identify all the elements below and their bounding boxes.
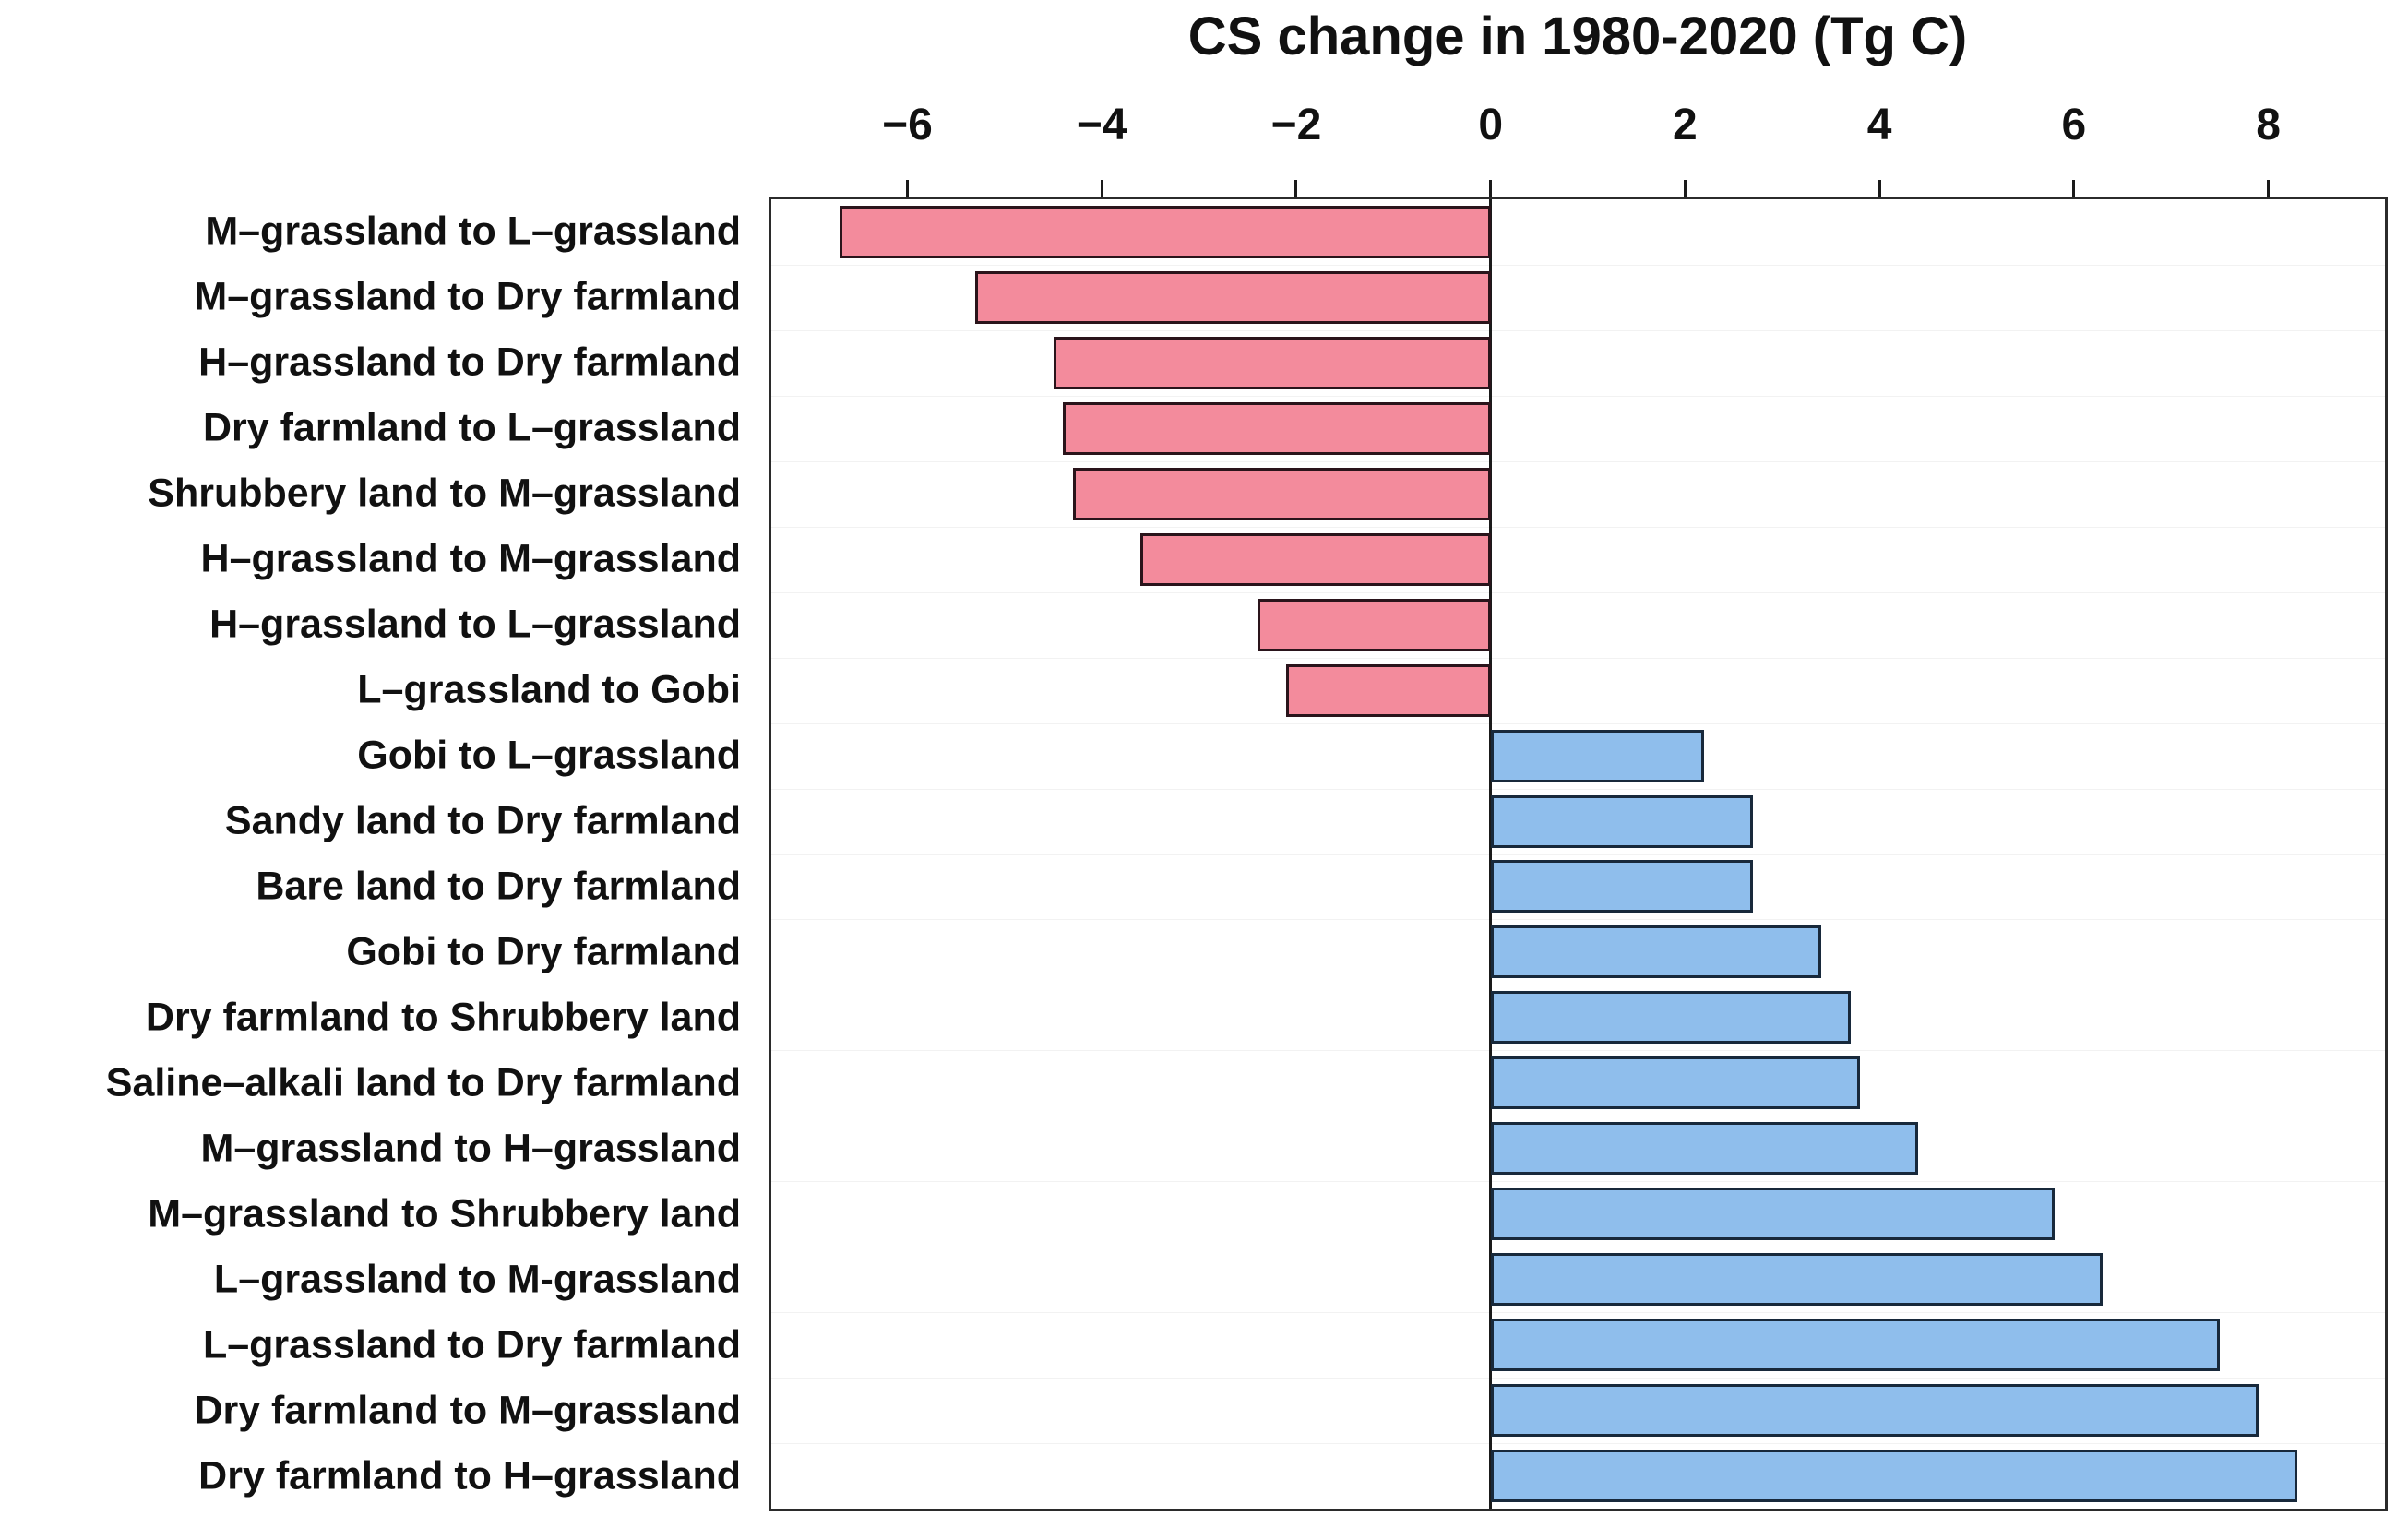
- category-label-h-grassland-to-dry-farmland: H–grassland to Dry farmland: [198, 340, 741, 385]
- bar-m-grassland-to-l-grassland: [839, 205, 1491, 258]
- category-label-dry-farmland-to-h-grassland: Dry farmland to H–grassland: [198, 1453, 741, 1498]
- gridline: [771, 1181, 2385, 1183]
- category-label-gobi-to-dry-farmland: Gobi to Dry farmland: [346, 929, 741, 974]
- gridline: [771, 919, 2385, 921]
- category-label-m-grassland-to-dry-farmland: M–grassland to Dry farmland: [194, 274, 741, 319]
- category-label-dry-farmland-to-shrubbery-land: Dry farmland to Shrubbery land: [145, 995, 741, 1040]
- category-label-l-grassland-to-gobi: L–grassland to Gobi: [357, 667, 741, 712]
- category-label-gobi-to-l-grassland: Gobi to L–grassland: [357, 733, 741, 778]
- gridline: [771, 657, 2385, 659]
- category-label-h-grassland-to-l-grassland: H–grassland to L–grassland: [209, 602, 741, 647]
- x-axis-tick-mark: [1489, 180, 1493, 197]
- category-axis-labels: M–grassland to L–grassland M–grassland to…: [0, 199, 741, 1509]
- gridline: [771, 395, 2385, 397]
- category-label-bare-land-to-dry-farmland: Bare land to Dry farmland: [256, 864, 741, 909]
- x-axis-tick-label: 2: [1673, 101, 1698, 149]
- bar-dry-farmland-to-h-grassland: [1490, 1450, 2298, 1503]
- chart-title: CS change in 1980-2020 (Tg C): [1187, 6, 1968, 66]
- category-label-shrubbery-land-to-m-grassland: Shrubbery land to M–grassland: [148, 471, 741, 516]
- bar-m-grassland-to-shrubbery-land: [1490, 1188, 2055, 1241]
- x-axis-tick-mark: [1878, 180, 1881, 197]
- x-axis-tick-label: 4: [1866, 101, 1892, 149]
- gridline: [771, 591, 2385, 593]
- gridline: [771, 1312, 2385, 1314]
- gridline: [771, 460, 2385, 462]
- gridline: [771, 526, 2385, 528]
- bar-h-grassland-to-dry-farmland: [1053, 336, 1491, 389]
- bar-saline-alkali-land-to-dry-farmland: [1490, 1056, 1861, 1110]
- x-axis-tick-mark: [2267, 180, 2271, 197]
- category-label-h-grassland-to-m-grassland: H–grassland to M–grassland: [200, 536, 741, 581]
- gridline: [771, 264, 2385, 266]
- gridline: [771, 329, 2385, 331]
- x-axis-tick-label: 0: [1478, 101, 1504, 149]
- category-label-dry-farmland-to-l-grassland: Dry farmland to L–grassland: [202, 405, 741, 450]
- x-axis-tick-label: 6: [2061, 101, 2087, 149]
- x-axis-tick-mark: [1294, 180, 1298, 197]
- bar-m-grassland-to-h-grassland: [1490, 1122, 1919, 1176]
- bar-gobi-to-dry-farmland: [1490, 925, 1821, 979]
- bar-h-grassland-to-m-grassland: [1140, 532, 1491, 586]
- category-label-l-grassland-to-dry-farmland: L–grassland to Dry farmland: [202, 1322, 741, 1367]
- category-label-dry-farmland-to-m-grassland: Dry farmland to M–grassland: [194, 1388, 741, 1433]
- bar-dry-farmland-to-l-grassland: [1063, 401, 1491, 455]
- x-axis-tick-label: 8: [2256, 101, 2281, 149]
- x-axis-tick-mark: [2072, 180, 2076, 197]
- bar-l-grassland-to-dry-farmland: [1490, 1319, 2220, 1372]
- x-axis-tick-label: −6: [882, 101, 933, 149]
- gridline: [771, 854, 2385, 855]
- x-axis-tick-mark: [906, 180, 909, 197]
- zero-axis-line: [1489, 199, 1493, 1509]
- x-axis-tick-label: −2: [1270, 101, 1322, 149]
- gridline: [771, 1050, 2385, 1052]
- gridline: [771, 1378, 2385, 1379]
- bar-m-grassland-to-dry-farmland: [975, 270, 1491, 324]
- plot-area: −6 −4 −2 0 2 4 6 8: [771, 101, 2385, 1509]
- bar-h-grassland-to-l-grassland: [1257, 598, 1491, 651]
- category-label-saline-alkali-land-to-dry-farmland: Saline–alkali land to Dry farmland: [105, 1060, 741, 1105]
- category-label-m-grassland-to-h-grassland: M–grassland to H–grassland: [200, 1126, 741, 1171]
- category-label-l-grassland-to-m-grassland: L–grassland to M-grassland: [213, 1257, 741, 1302]
- bar-l-grassland-to-m-grassland: [1490, 1253, 2104, 1307]
- x-axis-tick-mark: [1683, 180, 1687, 197]
- bar-sandy-land-to-dry-farmland: [1490, 794, 1754, 848]
- bar-l-grassland-to-gobi: [1286, 663, 1491, 717]
- category-label-m-grassland-to-shrubbery-land: M–grassland to Shrubbery land: [148, 1191, 741, 1236]
- category-label-m-grassland-to-l-grassland: M–grassland to L–grassland: [205, 209, 741, 254]
- x-axis-tick-label: −4: [1076, 101, 1127, 149]
- bar-dry-farmland-to-shrubbery-land: [1490, 991, 1851, 1045]
- gridline: [771, 788, 2385, 790]
- category-label-sandy-land-to-dry-farmland: Sandy land to Dry farmland: [224, 798, 741, 843]
- bar-gobi-to-l-grassland: [1490, 729, 1705, 782]
- bar-shrubbery-land-to-m-grassland: [1072, 467, 1491, 520]
- x-axis-tick-mark: [1100, 180, 1103, 197]
- gridline: [771, 1443, 2385, 1445]
- bar-dry-farmland-to-m-grassland: [1490, 1384, 2259, 1438]
- gridline: [771, 722, 2385, 724]
- bar-bare-land-to-dry-farmland: [1490, 860, 1754, 913]
